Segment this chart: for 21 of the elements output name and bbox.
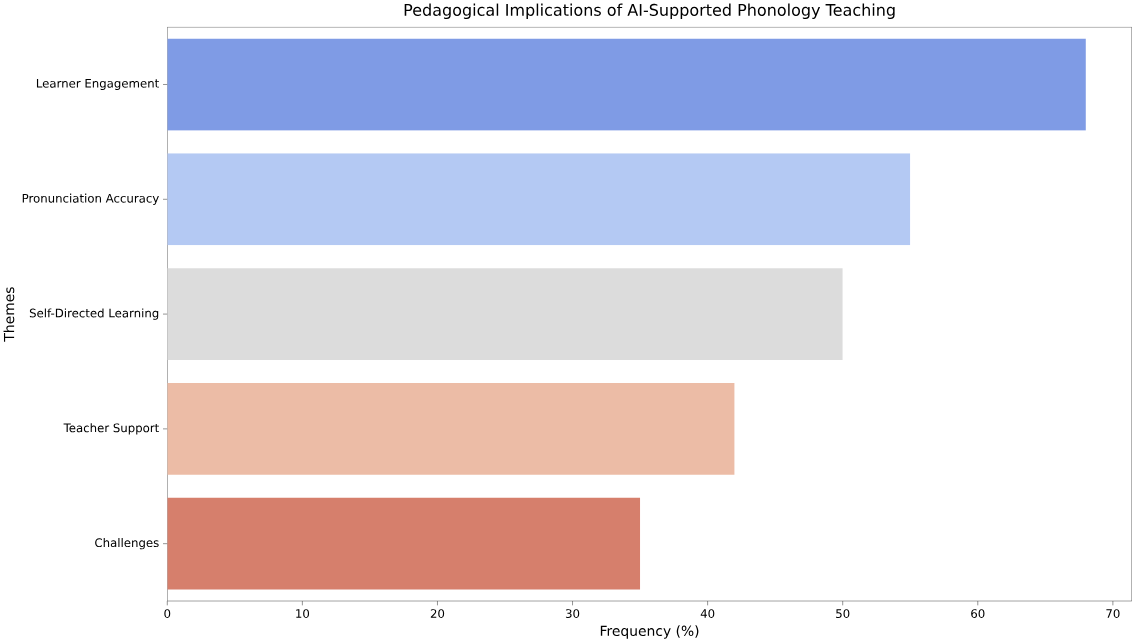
- x-tick-label: 20: [430, 608, 445, 618]
- bar: [167, 382, 735, 475]
- y-tick-label: Self-Directed Learning: [29, 308, 159, 320]
- bar: [167, 497, 641, 590]
- y-tick-label: Teacher Support: [63, 423, 159, 435]
- bar: [167, 38, 1086, 131]
- y-tick-label: Pronunciation Accuracy: [22, 193, 159, 205]
- chart-title: Pedagogical Implications of AI-Supported Phonology Teaching: [404, 3, 895, 19]
- x-tick-label: 50: [836, 608, 850, 618]
- x-tick-label: 60: [971, 608, 985, 618]
- bar: [167, 153, 911, 246]
- x-tick-label: 70: [1106, 608, 1120, 618]
- y-tick-label: Learner Engagement: [36, 78, 159, 90]
- bar: [167, 268, 843, 360]
- x-tick-label: 0: [164, 608, 171, 618]
- x-axis-title: Frequency (%): [600, 625, 699, 639]
- x-tick-label: 30: [565, 608, 580, 618]
- y-tick-label: Challenges: [95, 537, 159, 550]
- x-tick-label: 10: [296, 608, 310, 618]
- x-tick-label: 40: [700, 608, 715, 618]
- y-axis-title: Themes: [3, 287, 15, 342]
